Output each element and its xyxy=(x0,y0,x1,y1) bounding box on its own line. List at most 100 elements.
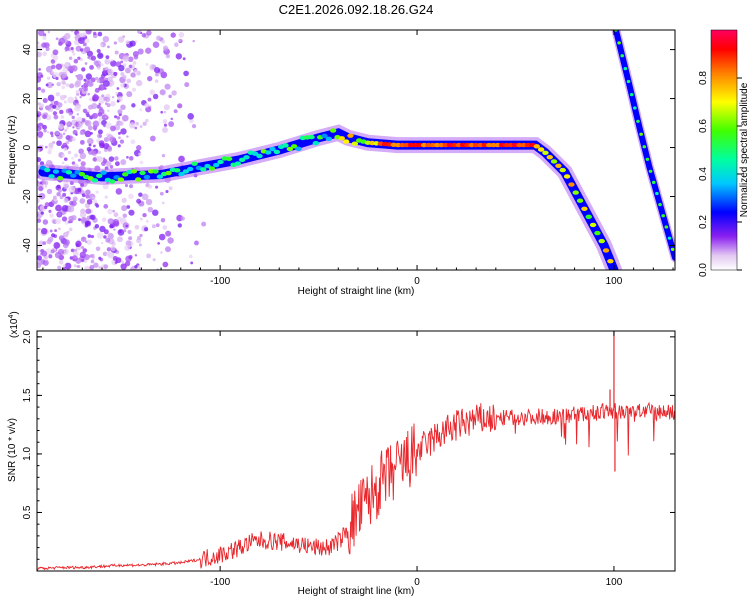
noise-blob xyxy=(136,198,142,204)
ridge-peak xyxy=(109,179,116,184)
noise-blob xyxy=(103,235,107,239)
snr-x-tick-label: 100 xyxy=(606,577,623,588)
noise-blob xyxy=(101,63,104,67)
noise-blob xyxy=(77,56,81,60)
noise-blob xyxy=(81,193,86,198)
noise-blob xyxy=(158,233,166,241)
ridge-peak xyxy=(329,128,337,133)
noise-blob xyxy=(62,264,66,268)
ridge-peak xyxy=(78,172,86,177)
noise-blob xyxy=(45,46,50,52)
ridge-peak xyxy=(648,169,653,173)
noise-blob xyxy=(37,157,42,163)
noise-blob xyxy=(103,142,110,150)
noise-blob xyxy=(124,183,129,188)
snr-x-axis-label: Height of straight line (km) xyxy=(298,586,415,597)
noise-blob xyxy=(79,139,85,145)
noise-blob xyxy=(40,211,44,215)
noise-blob xyxy=(180,216,185,221)
noise-blob xyxy=(107,45,110,49)
noise-blob xyxy=(125,240,132,247)
noise-blob xyxy=(68,65,75,72)
noise-blob xyxy=(48,142,54,148)
noise-blob xyxy=(79,211,87,218)
snr-series-line xyxy=(37,401,675,571)
noise-blob xyxy=(62,231,69,238)
noise-blob xyxy=(103,124,106,128)
noise-blob xyxy=(112,209,115,213)
noise-blob xyxy=(164,246,171,253)
noise-blob xyxy=(99,225,106,233)
noise-blob xyxy=(37,262,42,269)
ridge-peak xyxy=(65,170,73,175)
noise-blob xyxy=(45,105,52,111)
noise-blob xyxy=(93,127,97,131)
noise-blob xyxy=(152,93,159,100)
noise-blob xyxy=(49,213,54,218)
noise-blob xyxy=(63,147,68,152)
noise-blob xyxy=(113,41,117,45)
noise-blob xyxy=(70,248,75,253)
noise-blob xyxy=(165,189,169,194)
noise-blob xyxy=(154,67,161,74)
noise-blob xyxy=(77,187,82,192)
noise-blob xyxy=(72,52,76,56)
noise-blob xyxy=(86,198,93,205)
ridge-peak xyxy=(572,190,579,195)
noise-blob xyxy=(136,236,141,241)
noise-blob xyxy=(131,103,136,108)
noise-blob xyxy=(67,205,75,213)
noise-blob xyxy=(107,76,113,83)
noise-blob xyxy=(92,120,100,128)
noise-blob xyxy=(88,82,93,88)
snr-y-tick-label: 1.5 xyxy=(22,388,33,402)
noise-blob xyxy=(109,224,114,229)
noise-blob xyxy=(106,247,112,252)
noise-blob xyxy=(42,97,48,104)
noise-blob xyxy=(104,115,108,119)
noise-blob xyxy=(85,220,91,226)
spectrogram-frame xyxy=(36,29,676,271)
snr-x-tick-label: 0 xyxy=(414,577,420,588)
noise-blob xyxy=(94,202,99,207)
noise-blob xyxy=(70,47,74,51)
noise-blob xyxy=(55,76,59,81)
ridge-peak xyxy=(636,119,640,123)
noise-blob xyxy=(71,156,75,160)
noise-blob xyxy=(168,186,173,191)
noise-blob xyxy=(91,150,97,156)
noise-blob xyxy=(85,194,90,199)
noise-blob xyxy=(124,260,131,267)
noise-blob xyxy=(45,65,53,73)
noise-blob xyxy=(114,50,119,55)
noise-blob xyxy=(96,48,101,54)
ridge-peak xyxy=(290,144,298,149)
noise-blob xyxy=(107,208,113,215)
noise-blob xyxy=(163,123,168,127)
noise-blob xyxy=(120,71,125,77)
noise-blob xyxy=(149,135,156,142)
noise-blob xyxy=(138,243,142,247)
noise-blob xyxy=(80,236,87,242)
spectrogram-heat-layer xyxy=(37,30,675,270)
noise-blob xyxy=(147,97,152,102)
noise-blob xyxy=(177,103,183,109)
colorbar-tick-label: 0.4 xyxy=(698,167,709,181)
ridge-peak xyxy=(269,146,276,152)
noise-blob xyxy=(183,70,189,77)
ridge-peak xyxy=(282,143,289,148)
noise-blob xyxy=(52,104,57,109)
noise-blob xyxy=(118,229,122,234)
colorbar-label: Normalized spectral amplitude xyxy=(739,82,750,217)
noise-blob xyxy=(101,119,107,126)
noise-blob xyxy=(160,251,163,254)
noise-blob xyxy=(114,161,120,167)
noise-blob xyxy=(42,114,48,119)
noise-blob xyxy=(85,189,91,195)
noise-blob xyxy=(80,258,85,263)
spectrogram-panel: -40 -20 0 20 40 -100 0 100 Height of straight … xyxy=(7,29,676,571)
noise-blob xyxy=(46,76,51,80)
noise-blob xyxy=(92,199,98,204)
noise-blob xyxy=(201,221,207,227)
noise-blob xyxy=(97,150,101,155)
